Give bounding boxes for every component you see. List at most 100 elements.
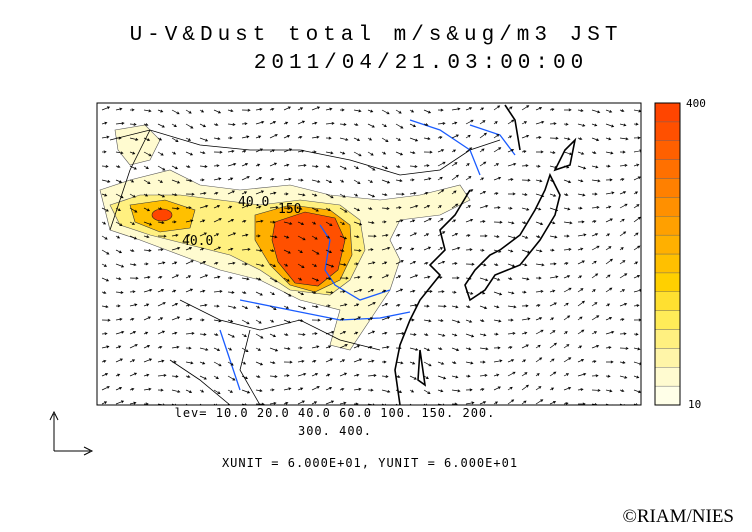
wind-vector [255,402,265,405]
wind-vector [199,260,207,265]
wind-vector [507,206,513,210]
wind-vector [549,330,556,335]
wind-vector [465,374,471,378]
wind-vector [493,359,503,363]
wind-vector [157,330,166,335]
contour-levels-line2: 300. 400. [297,424,373,438]
wind-vector [521,207,530,211]
wind-vector [171,274,180,279]
wind-vector [269,319,275,323]
wind-vector [535,150,544,154]
wind-vector [535,193,545,198]
wind-vector [591,137,600,142]
wind-vector [549,108,555,112]
wind-vector [423,375,429,379]
wind-vector [115,373,121,377]
wind-vector [479,360,486,364]
wind-vector [283,305,290,309]
wind-vector [157,261,166,265]
wind-vector [409,109,415,113]
wind-vector [409,332,417,336]
wind-vector [101,106,111,111]
wind-vector [339,249,345,253]
wind-vector [633,245,641,251]
wind-vector [129,387,135,391]
wind-vector [423,150,433,154]
wind-vector [157,137,163,141]
vector-units: XUNIT = 6.000E+01, YUNIT = 6.000E+01 [221,456,519,470]
wind-vector [521,178,531,182]
wind-vector [437,218,444,223]
wind-vector [465,305,471,309]
wind-vector [451,174,459,181]
wind-vector [115,249,123,254]
wind-vector [479,177,485,181]
contour-label-1: 40.0 [238,195,269,210]
wind-vector [185,137,192,141]
wind-vector [115,277,122,281]
wind-vector [577,329,585,335]
wind-vector [157,234,167,238]
wind-vector [577,123,586,127]
wind-vector [199,109,205,113]
wind-vector [591,123,598,127]
wind-vector [227,403,234,405]
wind-vector [367,302,376,307]
wind-vector [619,273,628,279]
wind-vector [353,344,361,349]
wind-vector [283,163,290,167]
wind-vector [563,275,571,279]
wind-vector [591,315,600,321]
wind-vector [339,372,348,377]
wind-vector [493,176,502,181]
wind-vector [227,261,236,265]
wind-vector [199,247,205,251]
wind-vector [633,136,641,140]
wind-vector [339,263,347,267]
wind-vector [353,151,362,157]
wind-vector [549,207,559,212]
wind-vector [619,123,627,127]
wind-vector [563,402,569,405]
colorbar-frame [654,102,681,406]
wind-vector [465,291,474,295]
wind-vector [129,263,137,267]
wind-vector [101,359,107,363]
wind-vector [227,361,234,366]
wind-vector [311,193,318,197]
wind-vector [367,207,373,211]
wind-vector [297,178,304,182]
wind-vector [619,403,626,405]
wind-vector [353,165,359,169]
wind-vector [115,263,125,268]
wind-vector [115,207,121,211]
wind-vector [633,191,639,195]
wind-vector [339,331,347,335]
wind-vector [465,176,472,181]
wind-vector [577,316,583,321]
wind-vector [283,319,292,324]
wind-vector [185,331,195,335]
wind-vector [241,122,248,126]
wind-vector [493,220,503,224]
wind-vector [255,135,262,139]
wind-vector [353,387,362,391]
wind-vector [269,205,279,209]
wind-vector [465,163,470,167]
wind-vector [507,263,516,268]
wind-vector [591,151,597,155]
wind-vector [213,319,222,323]
wind-vector [381,109,390,115]
wind-vector [521,372,528,377]
colorbar-step [654,291,681,311]
wind-vector [283,106,292,111]
wind-vector [619,361,626,364]
wind-vector [409,375,417,380]
wind-vector [157,373,167,377]
wind-vector [605,374,611,378]
wind-vector [171,331,178,335]
wind-vector [535,344,541,349]
wind-vector [213,275,221,279]
wind-vector [367,317,374,321]
wind-vector [395,192,405,196]
